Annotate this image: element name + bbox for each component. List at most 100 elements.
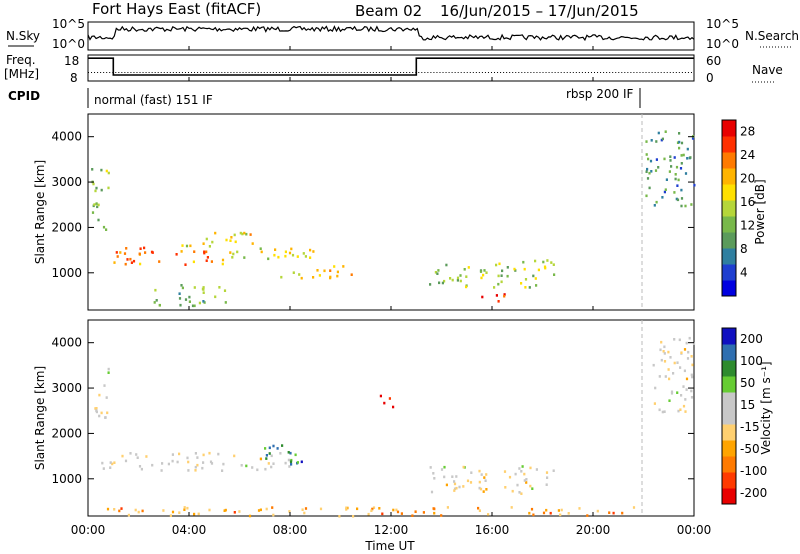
power-cell — [523, 267, 526, 271]
velocity-cell — [682, 385, 685, 388]
x-tick-label: 00:00 — [71, 523, 106, 537]
power-cell — [284, 254, 287, 258]
power-cell — [206, 256, 209, 259]
power-cell — [647, 157, 650, 161]
velocity-cell — [138, 465, 142, 468]
velocity-cell — [511, 489, 514, 493]
power-cell — [105, 169, 108, 173]
nave-label: Nave — [752, 63, 783, 77]
power-cell — [495, 263, 498, 267]
power-cell — [125, 247, 128, 250]
velocity-cell — [429, 466, 432, 469]
velocity-cell — [658, 375, 661, 378]
velocity-cell — [661, 410, 664, 414]
nave-point — [478, 72, 480, 73]
nave-point — [551, 72, 553, 73]
velocity-panel-frame — [87, 319, 695, 517]
power-cell — [184, 263, 187, 266]
power-cell — [236, 250, 239, 254]
power-y-axis: 1000 2000 3000 4000 — [51, 130, 694, 280]
velocity-cell — [478, 509, 481, 512]
power-cell — [284, 250, 287, 254]
power-cell — [208, 245, 211, 248]
nave-point — [669, 72, 671, 73]
power-colorbar-segment — [722, 232, 736, 249]
power-cell — [139, 247, 142, 250]
power-cell — [646, 167, 649, 171]
nave-point — [300, 72, 302, 73]
velocity-cell — [458, 485, 461, 489]
power-cell — [143, 246, 146, 250]
nave-point — [148, 72, 150, 73]
nave-point — [245, 72, 247, 73]
nave-point — [121, 72, 123, 73]
nave-point — [91, 72, 93, 73]
velocity-cell — [162, 509, 165, 512]
velocity-cell — [338, 515, 341, 518]
velocity-cell — [687, 350, 690, 354]
power-cell — [300, 276, 303, 280]
noise-trace — [87, 25, 695, 42]
power-cell — [678, 140, 681, 144]
nave-point — [309, 72, 311, 73]
power-cell — [298, 273, 301, 276]
power-cell — [180, 250, 183, 253]
velocity-cell — [688, 336, 691, 340]
nave-point — [681, 72, 683, 73]
nave-point — [666, 72, 668, 73]
velocity-cell — [224, 508, 227, 512]
velocity-ytick-label: 4000 — [51, 336, 82, 350]
power-cell — [221, 258, 225, 262]
velocity-cell — [161, 462, 164, 465]
velocity-cell — [485, 488, 488, 491]
power-cell — [333, 265, 336, 268]
velocity-cell — [654, 386, 657, 390]
power-cell — [312, 276, 315, 279]
power-cell — [193, 304, 196, 308]
power-cell — [139, 262, 142, 266]
power-cell — [274, 248, 277, 251]
velocity-colorbar-segment — [722, 376, 736, 393]
power-cell — [336, 274, 339, 278]
velocity-cell — [201, 466, 204, 470]
velocity-cell — [223, 509, 226, 512]
velocity-cell — [503, 470, 507, 473]
velocity-colorbar-segment — [722, 424, 736, 441]
power-cell — [304, 255, 307, 258]
nave-point — [509, 72, 511, 73]
x-tick-label: 20:00 — [576, 523, 611, 537]
nave-point — [397, 72, 399, 73]
power-cell — [669, 159, 672, 162]
nave-point — [539, 72, 541, 73]
velocity-cell — [664, 375, 667, 378]
power-cell — [214, 231, 217, 235]
velocity-cell — [673, 338, 676, 341]
nave-point — [645, 72, 647, 73]
power-cell — [126, 258, 129, 261]
power-cell — [503, 293, 506, 296]
nave-point — [212, 72, 214, 73]
power-cell — [251, 242, 254, 245]
power-cell — [645, 170, 648, 173]
power-cell — [218, 286, 221, 289]
velocity-cell — [251, 466, 254, 469]
velocity-cell — [685, 377, 689, 381]
velocity-cell — [289, 451, 292, 455]
nave-point — [657, 72, 659, 73]
velocity-cell — [672, 372, 675, 375]
velocity-cell — [217, 452, 220, 456]
nave-point — [427, 72, 429, 73]
x-tick-label: 12:00 — [374, 523, 409, 537]
velocity-colorbar-segment — [722, 488, 736, 505]
nave-point — [663, 72, 665, 73]
velocity-colorbar-segment — [722, 344, 736, 361]
velocity-cell — [101, 461, 104, 465]
velocity-cell — [129, 452, 132, 455]
velocity-cell — [370, 509, 373, 512]
nave-point — [178, 72, 180, 73]
velocity-cell — [532, 513, 535, 517]
velocity-cell — [660, 340, 663, 344]
velocity-cell — [670, 392, 674, 395]
power-cell — [178, 297, 182, 300]
nave-point — [451, 72, 453, 73]
